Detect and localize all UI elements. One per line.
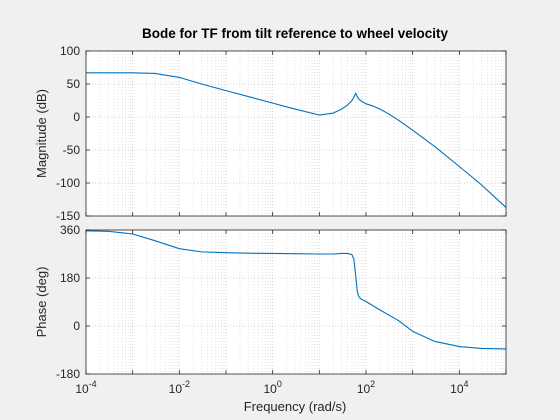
x-tick-base: 10: [169, 382, 183, 396]
y-tick-label: 100: [60, 44, 80, 58]
y-tick-label: -100: [56, 176, 80, 190]
x-tick-exponent: 2: [370, 379, 375, 389]
x-tick-base: 10: [450, 382, 464, 396]
x-tick-exponent: -2: [182, 379, 190, 389]
x-tick-exponent: -4: [89, 379, 97, 389]
y-tick-label: -180: [56, 367, 80, 381]
x-tick-label: 10-2: [169, 379, 190, 396]
x-tick-exponent: 0: [277, 379, 282, 389]
frequency-xlabel: Frequency (rad/s): [244, 399, 347, 414]
y-tick-label: -150: [56, 209, 80, 223]
y-tick-label: 0: [73, 319, 80, 333]
x-tick-label: 10-4: [75, 379, 96, 396]
x-tick-exponent: 4: [464, 379, 469, 389]
y-tick-label: 50: [67, 77, 81, 91]
magnitude-ylabel: Magnitude (dB): [34, 89, 49, 178]
phase-ylabel: Phase (deg): [34, 267, 49, 338]
x-tick-label: 104: [450, 379, 468, 396]
y-tick-label: 360: [60, 223, 80, 237]
response-line: [86, 72, 507, 208]
axes-background: [86, 230, 506, 374]
x-tick-base: 10: [75, 382, 89, 396]
axes-box: [85, 229, 507, 375]
y-tick-label: 0: [73, 110, 80, 124]
response-line: [85, 230, 507, 350]
axes-box: [85, 50, 507, 217]
chart-title: Bode for TF from tilt reference to wheel…: [142, 26, 449, 41]
x-tick-base: 10: [357, 382, 371, 396]
x-tick-label: 100: [263, 379, 281, 396]
axes-background: [86, 51, 506, 216]
y-tick-label: -50: [63, 143, 81, 157]
x-tick-base: 10: [263, 382, 277, 396]
x-tick-label: 102: [357, 379, 375, 396]
magnitude-plot: -150 -100 -50 0 50 100: [56, 44, 507, 223]
y-tick-label: 180: [60, 271, 80, 285]
